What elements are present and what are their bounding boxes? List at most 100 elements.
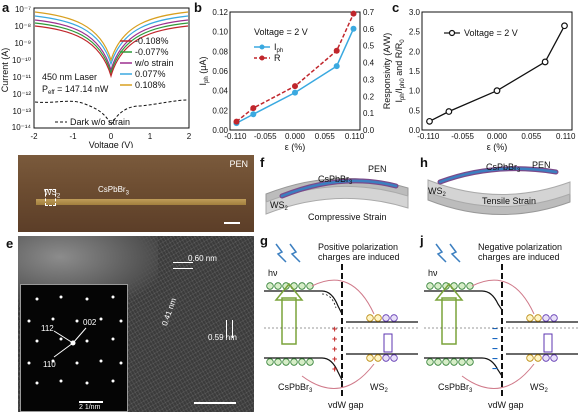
panel-label-j: j [420,233,424,248]
data-point-r [233,118,240,125]
data-point-iph [250,111,257,118]
scale-bar [224,222,240,224]
ytick-left: 0.12 [212,8,228,17]
panel-label-d: d [6,155,14,170]
data-point-r [250,105,257,112]
ytick-right: 0.5 [363,42,375,51]
ytick: 1.0 [409,87,421,96]
curve-m0.108 [34,25,189,79]
curve-wo-strain [34,19,189,73]
panel-c-ylabel: Iph/Iph0 and R/R0 [394,39,406,103]
spot-112: 112 [41,324,54,333]
ytick-left: 0.06 [212,67,228,76]
svg-text:−: − [492,334,498,345]
panel-label-b: b [194,0,202,15]
ytick-left: 0.10 [212,28,228,37]
ytick: 10⁻¹³ [13,107,32,116]
ytick-left: 0.00 [212,126,228,135]
cspbbr3-label: CsPbBr3 [98,185,129,197]
curve-m0.077 [34,22,189,76]
data-point-iph [333,63,340,70]
panel-a-xlabel: Voltage (V) [89,140,134,148]
saed-pattern: 112 002 110 2 1/nm [27,295,123,411]
xtick: -2 [30,132,38,141]
ytick: 10⁻¹⁴ [12,123,32,132]
panel-b-ylabel-left: Iph (μA) [198,57,210,86]
ytick: 1.5 [409,67,421,76]
vdw-gap-label: vdW gap [328,400,364,410]
ytick: 10⁻¹⁰ [12,56,31,65]
panel-a-legend: -0.108% -0.077% w/o strain 0.077% 0.108%… [55,36,174,127]
ytick: 10⁻¹² [13,90,32,99]
series-line [429,25,566,122]
svg-text:−: − [492,354,498,365]
panel-a-annotation-laser: 450 nm Laser [42,72,97,82]
legend-dark: Dark w/o strain [70,117,130,127]
panel-f-compressive-schematic: PEN CsPbBr3 WS2 Compressive Strain [265,164,409,222]
data-point [493,87,501,95]
pen-label: PEN [532,160,551,170]
ytick: 2.5 [409,28,421,37]
panel-label-a: a [2,0,10,15]
panel-c-xlabel: ε (%) [487,142,508,152]
strain-label: Tensile Strain [482,196,536,206]
cspbbr3-wire [36,199,246,205]
panel-a-annotation-power: Peff = 147.14 nW [42,84,109,96]
ytick: 0.5 [409,106,421,115]
panel-a-iv-plot: 10⁻⁷ 10⁻⁸ 10⁻⁹ 10⁻¹⁰ 10⁻¹¹ 10⁻¹² 10⁻¹³ 1… [0,5,192,148]
xtick: 0.000 [487,132,508,141]
xtick: 0 [109,132,114,141]
ytick: 10⁻⁹ [14,39,31,48]
data-point-r [292,83,298,90]
scale-bar [194,402,236,404]
panel-c-annotation: Voltage = 2 V [464,28,518,38]
ytick: 10⁻¹¹ [13,73,32,82]
data-point [541,58,549,66]
note-line2: charges are induced [318,252,400,262]
ytick-right: 0.0 [363,126,375,135]
ytick: 10⁻⁸ [15,22,32,31]
cspbbr3-label: CsPbBr3 [318,174,353,186]
note-line1: Negative polarization [478,242,562,252]
panel-b-legend: Iph R [254,42,283,63]
panel-a-ylabel: Current (A) [0,48,10,93]
curve-0.077 [34,15,189,67]
note-line1: Positive polarization [318,242,398,252]
panel-c-chart: Iph/Iph0 and R/R0 ε (%) Voltage = 2 V -0… [394,8,576,152]
ytick-right: 0.7 [363,8,375,17]
svg-text:+: + [332,364,337,374]
svg-text:+: + [332,354,337,364]
ytick-right: 0.6 [363,25,375,34]
panel-h-tensile-schematic: PEN CsPbBr3 WS2 Tensile Strain [427,160,571,215]
xtick: -0.110 [417,132,440,141]
legend-item: 0.108% [135,80,166,90]
data-point [561,22,568,30]
svg-text:+: + [332,324,337,334]
panel-g-band-diagram: hν Positive polarization charges are ind… [264,242,418,410]
ws2-label: WS2 [44,188,61,200]
ws2-label: WS2 [370,382,389,394]
data-point-iph [292,89,298,96]
svg-text:−: − [492,364,498,375]
data-point-r [350,10,357,17]
ws2-label: WS2 [270,200,289,212]
data-point-r [333,47,340,54]
strain-label: Compressive Strain [308,212,387,222]
hv-label: hν [268,268,278,278]
panel-j-band-diagram: hν Negative polarization charges are ind… [424,242,578,410]
cspbbr3-label: CsPbBr3 [438,382,473,394]
ytick-right: 0.3 [363,75,375,84]
ytick-right: 0.2 [363,92,375,101]
xtick: 0.000 [285,132,306,141]
ytick-left: 0.08 [212,47,228,56]
panel-label-e: e [6,236,14,251]
legend-r: R [274,53,281,63]
ytick-right: 0.1 [363,109,375,118]
spot-110: 110 [43,360,56,369]
vdw-gap-label: vdW gap [488,400,524,410]
ws2-label: WS2 [428,186,447,198]
panel-a-xticks: -2 -1 0 1 2 [30,132,191,141]
saed-inset: 112 002 110 2 1/nm [20,284,128,412]
legend-iph: Iph [274,42,283,54]
legend-item: w/o strain [134,58,174,68]
